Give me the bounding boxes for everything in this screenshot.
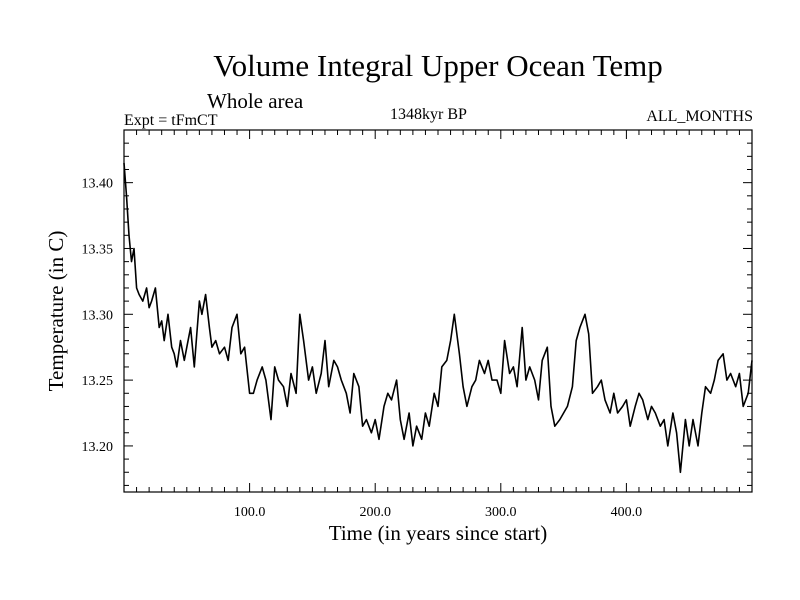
tick-labels: 100.0 200.0 300.0 400.0 13.20 13.25 13.30 13.35… [82, 177, 643, 520]
x-axis-label: Time (in years since start) [329, 521, 548, 545]
y-axis-label: Temperature (in C) [44, 231, 68, 392]
y-tick-label: 13.35 [82, 242, 114, 257]
y-tick-label: 13.20 [82, 440, 114, 455]
y-tick-label: 13.30 [82, 308, 114, 323]
axis-ticks [124, 130, 752, 492]
x-tick-label: 400.0 [611, 505, 643, 520]
chart-title: Volume Integral Upper Ocean Temp [213, 48, 663, 83]
y-tick-label: 13.40 [82, 177, 114, 192]
experiment-label: Expt = tFmCT [124, 112, 218, 129]
y-tick-label: 13.25 [82, 374, 114, 389]
x-tick-label: 200.0 [359, 505, 391, 520]
chart-subtitle: Whole area [207, 89, 304, 113]
plot-frame [123, 129, 753, 493]
x-tick-label: 300.0 [485, 505, 517, 520]
temperature-series-line [123, 162, 753, 474]
era-label: 1348kyr BP [390, 106, 467, 123]
period-label: ALL_MONTHS [646, 108, 753, 125]
x-tick-label: 100.0 [234, 505, 266, 520]
